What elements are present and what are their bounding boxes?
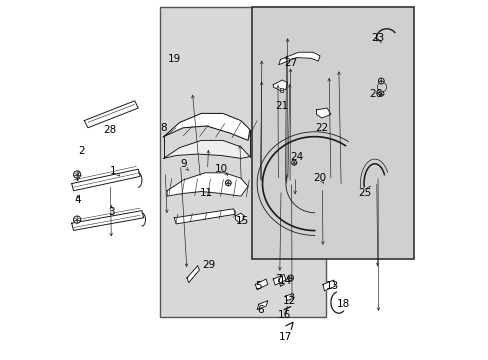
Text: 4: 4 <box>75 195 81 205</box>
Polygon shape <box>257 301 267 310</box>
Circle shape <box>291 160 296 165</box>
Text: 13: 13 <box>325 281 339 291</box>
Text: 16: 16 <box>277 310 290 320</box>
Text: 25: 25 <box>358 188 371 198</box>
Text: 15: 15 <box>236 216 249 226</box>
Polygon shape <box>174 209 235 224</box>
Text: 3: 3 <box>108 207 114 217</box>
Text: 23: 23 <box>370 33 384 43</box>
Text: 27: 27 <box>284 58 297 68</box>
Text: 12: 12 <box>282 296 296 306</box>
Text: 24: 24 <box>289 152 303 162</box>
Text: 5: 5 <box>255 281 262 291</box>
Text: 9: 9 <box>180 159 186 169</box>
Polygon shape <box>255 279 267 290</box>
Polygon shape <box>322 280 335 291</box>
Bar <box>160 7 325 317</box>
Polygon shape <box>72 169 140 191</box>
Text: 7: 7 <box>275 274 282 284</box>
Circle shape <box>287 275 293 281</box>
Text: 22: 22 <box>315 123 328 133</box>
Circle shape <box>378 78 384 84</box>
Text: 10: 10 <box>214 164 227 174</box>
Polygon shape <box>72 211 143 230</box>
Text: 1: 1 <box>110 166 116 176</box>
Polygon shape <box>273 80 287 91</box>
Circle shape <box>73 216 81 223</box>
Text: 2: 2 <box>78 146 85 156</box>
Text: 14: 14 <box>279 276 292 286</box>
Polygon shape <box>285 293 294 301</box>
Circle shape <box>225 180 231 186</box>
Text: 26: 26 <box>368 89 382 99</box>
Text: 18: 18 <box>336 299 349 309</box>
Text: 6: 6 <box>257 305 264 315</box>
Circle shape <box>378 91 383 96</box>
Polygon shape <box>163 140 249 158</box>
Text: 20: 20 <box>313 173 326 183</box>
Text: 17: 17 <box>279 332 292 342</box>
Polygon shape <box>84 101 138 128</box>
Polygon shape <box>316 108 330 118</box>
Polygon shape <box>273 274 285 285</box>
Circle shape <box>73 171 81 178</box>
Text: 21: 21 <box>275 101 288 111</box>
Text: 28: 28 <box>102 125 116 135</box>
Text: 11: 11 <box>200 188 213 198</box>
Polygon shape <box>186 266 199 283</box>
Bar <box>251 7 413 259</box>
Polygon shape <box>278 52 320 65</box>
Polygon shape <box>163 113 249 140</box>
Polygon shape <box>235 213 244 222</box>
Text: 29: 29 <box>202 260 215 270</box>
Text: 19: 19 <box>167 54 181 64</box>
Polygon shape <box>167 173 247 196</box>
Text: 8: 8 <box>160 123 166 133</box>
